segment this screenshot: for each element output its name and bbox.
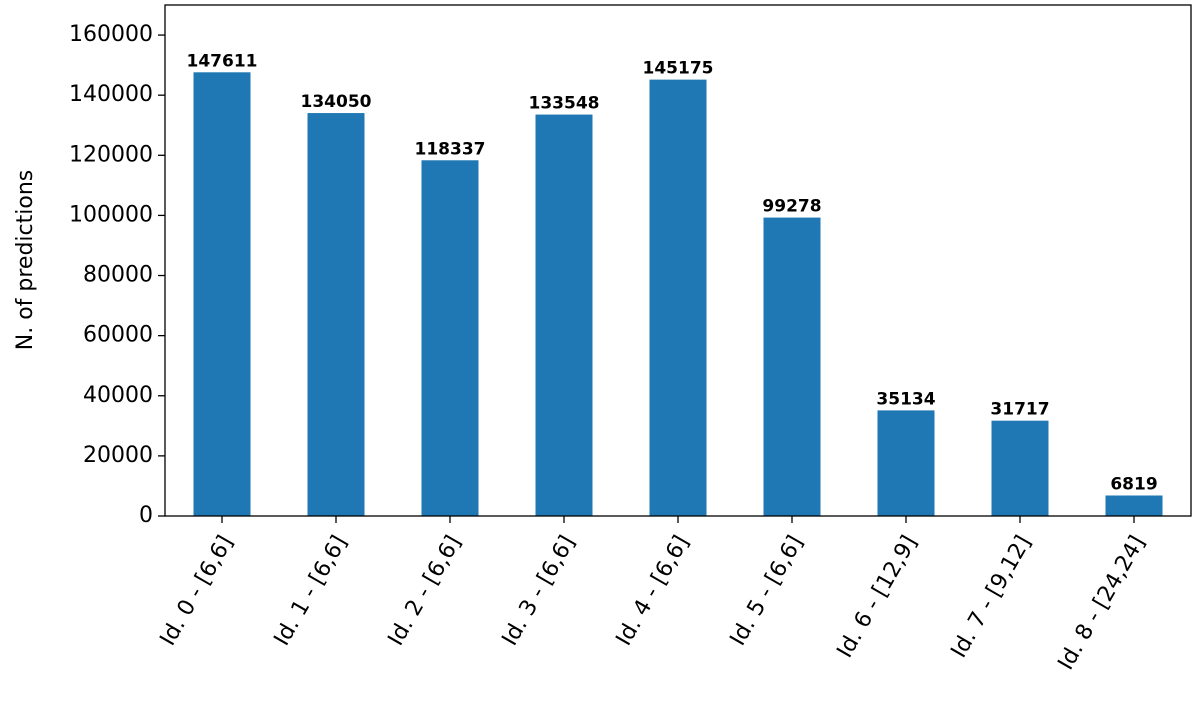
bar [649, 79, 707, 516]
x-tick-label: Id. 8 - [24,24] [1053, 532, 1150, 675]
y-tick-label: 140000 [69, 82, 153, 107]
bar [1105, 495, 1163, 516]
value-label: 99278 [762, 197, 821, 217]
value-label: 35134 [876, 389, 935, 409]
x-tick-label: Id. 0 - [6,6] [155, 532, 238, 651]
x-tick-label: Id. 3 - [6,6] [497, 532, 580, 651]
bar [307, 113, 365, 517]
bar [535, 114, 593, 516]
x-tick-label: Id. 2 - [6,6] [383, 532, 466, 651]
x-tick-label: Id. 7 - [9,12] [946, 532, 1036, 663]
y-tick-label: 80000 [83, 263, 153, 288]
bar [421, 160, 479, 516]
y-tick-label: 20000 [83, 443, 153, 468]
y-tick-label: 60000 [83, 323, 153, 348]
bar [763, 217, 821, 516]
value-label: 134050 [301, 92, 372, 112]
value-label: 147611 [187, 51, 258, 71]
value-label: 118337 [415, 139, 486, 159]
value-label: 145175 [643, 59, 714, 79]
x-tick-label: Id. 1 - [6,6] [269, 532, 352, 651]
bar [193, 72, 251, 516]
y-tick-label: 120000 [69, 142, 153, 167]
plot-frame [164, 4, 1192, 517]
value-label: 31717 [990, 400, 1049, 420]
y-tick-label: 160000 [69, 22, 153, 47]
x-tick-label: Id. 4 - [6,6] [611, 532, 694, 651]
x-tick-label: Id. 6 - [12,9] [832, 532, 922, 663]
x-tick-label: Id. 5 - [6,6] [725, 532, 808, 651]
y-tick-label: 40000 [83, 383, 153, 408]
y-tick-label: 0 [139, 503, 153, 528]
value-label: 133548 [529, 94, 600, 114]
bar [991, 420, 1049, 516]
y-tick-label: 100000 [69, 202, 153, 227]
bar [877, 410, 935, 516]
value-label: 6819 [1110, 475, 1157, 495]
y-axis-label: N. of predictions [13, 170, 38, 350]
